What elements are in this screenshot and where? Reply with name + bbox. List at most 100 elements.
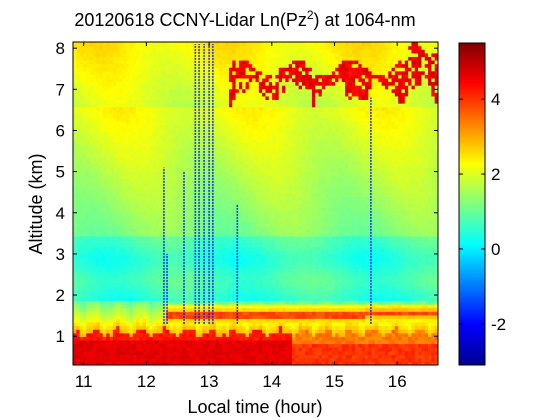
heatmap-cell xyxy=(272,257,277,262)
heatmap-cell xyxy=(325,314,330,319)
heatmap-cell xyxy=(272,311,277,316)
heatmap-cell xyxy=(155,347,160,352)
heatmap-cell xyxy=(298,228,303,233)
heatmap-cell xyxy=(96,268,101,273)
heatmap-cell xyxy=(212,264,217,269)
heatmap-cell xyxy=(132,278,137,284)
heatmap-cell xyxy=(335,275,340,280)
heatmap-cell xyxy=(86,357,91,363)
heatmap-cell xyxy=(175,228,180,233)
heatmap-cell xyxy=(255,354,260,359)
heatmap-cell xyxy=(255,329,260,334)
heatmap-cell xyxy=(381,361,386,365)
heatmap-cell xyxy=(96,303,101,309)
heatmap-cell xyxy=(394,246,399,251)
heatmap-cell xyxy=(401,225,406,230)
heatmap-cell xyxy=(212,286,217,291)
heatmap-cell xyxy=(378,225,383,230)
heatmap-cell xyxy=(225,329,230,334)
heatmap-cell xyxy=(421,286,426,291)
heatmap-cell xyxy=(209,307,213,312)
heatmap-cell xyxy=(398,260,403,266)
heatmap-cell xyxy=(365,296,369,301)
heatmap-cell xyxy=(345,253,350,258)
heatmap-cell xyxy=(238,221,243,226)
heatmap-cell xyxy=(79,307,84,312)
heatmap-cell xyxy=(202,350,207,355)
heatmap-cell xyxy=(242,246,247,251)
heatmap-cell xyxy=(142,217,147,223)
heatmap-cell xyxy=(222,350,227,355)
heatmap-cell xyxy=(205,357,210,363)
heatmap-cell xyxy=(252,293,257,298)
heatmap-cell xyxy=(222,250,227,255)
heatmap-cell xyxy=(119,339,124,345)
heatmap-cell xyxy=(365,339,369,345)
heatmap-cell xyxy=(428,203,432,208)
heatmap-cell xyxy=(195,357,200,363)
heatmap-cell xyxy=(225,225,230,230)
heatmap-cell xyxy=(418,239,423,244)
heatmap-cell xyxy=(215,347,220,352)
heatmap-cell xyxy=(96,311,101,316)
heatmap-cell xyxy=(272,318,277,323)
heatmap-cell xyxy=(232,343,237,348)
heatmap-cell xyxy=(371,235,376,240)
heatmap-cell xyxy=(298,235,303,240)
heatmap-cell xyxy=(262,217,267,223)
heatmap-cell xyxy=(371,253,376,258)
heatmap-cell xyxy=(391,217,396,223)
heatmap-cell xyxy=(351,289,356,294)
heatmap-cell xyxy=(225,300,230,305)
heatmap-cell xyxy=(391,278,396,284)
heatmap-cell xyxy=(252,318,257,323)
heatmap-cell xyxy=(288,225,293,230)
heatmap-cell xyxy=(282,343,286,348)
heatmap-cell xyxy=(79,303,84,309)
heatmap-cell xyxy=(232,286,237,291)
heatmap-cell xyxy=(179,311,184,316)
heatmap-cell xyxy=(404,343,409,348)
heatmap-cell xyxy=(199,296,204,301)
heatmap-cell xyxy=(265,321,270,327)
heatmap-cell xyxy=(222,293,227,298)
heatmap-cell xyxy=(365,246,369,251)
heatmap-cell xyxy=(341,321,346,327)
heatmap-cell xyxy=(238,343,243,348)
heatmap-cell xyxy=(192,210,197,215)
heatmap-cell xyxy=(152,250,157,255)
heatmap-cell xyxy=(258,253,263,258)
heatmap-cell xyxy=(195,260,200,266)
heatmap-cell xyxy=(308,361,313,365)
heatmap-cell xyxy=(122,221,127,226)
heatmap-cell xyxy=(414,235,419,240)
heatmap-cell xyxy=(308,203,313,208)
heatmap-cell xyxy=(179,257,184,262)
heatmap-cell xyxy=(391,296,396,301)
heatmap-cell xyxy=(252,300,257,305)
heatmap-cell xyxy=(252,329,257,334)
heatmap-cell xyxy=(282,350,286,355)
heatmap-cell xyxy=(398,278,403,284)
heatmap-cell xyxy=(351,336,356,341)
heatmap-cell xyxy=(112,321,117,327)
heatmap-cell xyxy=(301,253,306,258)
heatmap-cell xyxy=(159,210,164,215)
heatmap-cell xyxy=(398,350,403,355)
heatmap-cell xyxy=(122,332,127,337)
heatmap-cell xyxy=(428,325,432,330)
heatmap-cell xyxy=(136,278,140,284)
heatmap-cell xyxy=(358,343,363,348)
heatmap-cell xyxy=(116,242,121,248)
heatmap-cell xyxy=(325,296,330,301)
heatmap-cell xyxy=(129,207,134,212)
heatmap-cell xyxy=(418,268,423,273)
heatmap-cell xyxy=(398,321,403,327)
heatmap-cell xyxy=(102,357,107,363)
heatmap-cell xyxy=(341,361,346,365)
heatmap-cell xyxy=(368,339,373,345)
heatmap-cell xyxy=(73,296,77,301)
heatmap-cell xyxy=(311,300,316,305)
heatmap-cell xyxy=(238,339,243,345)
heatmap-cell xyxy=(348,282,353,287)
